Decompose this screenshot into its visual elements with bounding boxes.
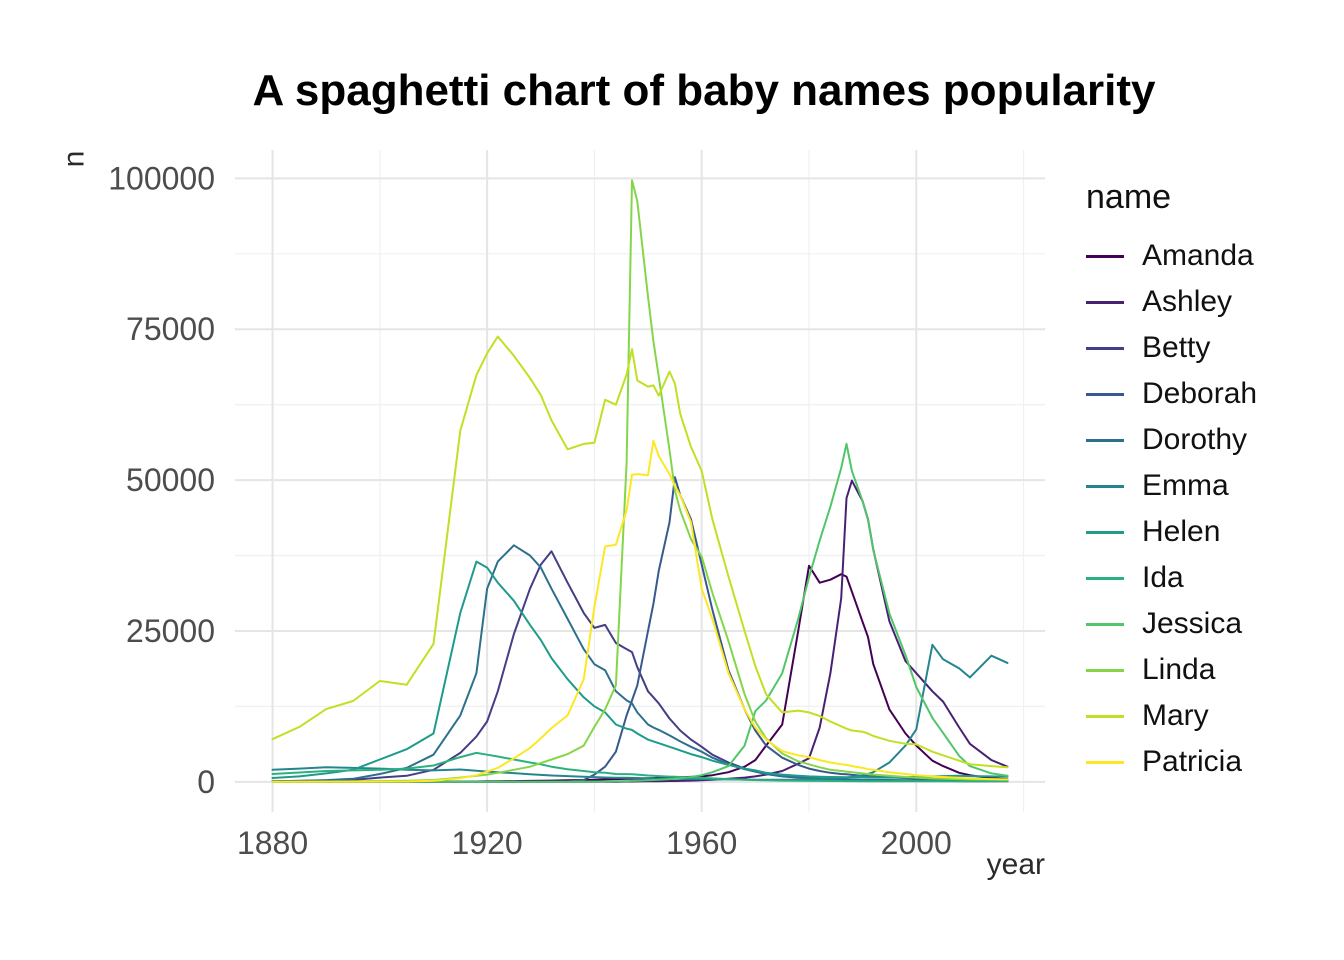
legend-item-amanda: Amanda <box>1086 233 1257 279</box>
x-axis-title: year <box>986 848 1045 881</box>
y-tick-label: 50000 <box>126 462 215 498</box>
legend-item-ida: Ida <box>1086 555 1257 601</box>
legend-label: Ida <box>1142 561 1184 594</box>
series-line-linda <box>271 179 1009 783</box>
legend-item-dorothy: Dorothy <box>1086 417 1257 463</box>
legend-key-line-icon <box>1086 576 1124 580</box>
legend-label: Dorothy <box>1142 423 1248 456</box>
legend-key-line-icon <box>1086 714 1124 718</box>
legend-item-ashley: Ashley <box>1086 279 1257 325</box>
legend-label: Deborah <box>1142 377 1258 410</box>
legend-item-mary: Mary <box>1086 693 1257 739</box>
legend-key-line-icon <box>1086 484 1124 488</box>
legend-item-linda: Linda <box>1086 647 1257 693</box>
y-tick-label: 75000 <box>126 311 215 347</box>
legend-item-emma: Emma <box>1086 463 1257 509</box>
y-tick-label: 25000 <box>126 613 215 649</box>
legend-label: Mary <box>1142 699 1209 732</box>
series-line-mary <box>271 335 1009 769</box>
series-line-emma <box>271 643 1009 781</box>
legend-key-line-icon <box>1086 392 1124 396</box>
y-tick-label: 100000 <box>108 160 215 196</box>
legend-key-line-icon <box>1086 760 1124 764</box>
x-tick-label: 2000 <box>881 825 952 861</box>
legend-label: Betty <box>1142 331 1211 364</box>
legend-key-line-icon <box>1086 300 1124 304</box>
legend-item-betty: Betty <box>1086 325 1257 371</box>
legend-key-line-icon <box>1086 668 1124 672</box>
legend-label: Ashley <box>1142 285 1233 318</box>
series-line-ida <box>271 751 1009 783</box>
legend: name Amanda Ashley Betty Deborah Dorothy Emma… <box>1086 178 1257 785</box>
legend-title: name <box>1086 178 1172 216</box>
legend-key-line-icon <box>1086 438 1124 442</box>
x-tick-label: 1920 <box>452 825 523 861</box>
legend-item-helen: Helen <box>1086 509 1257 555</box>
legend-items: Amanda Ashley Betty Deborah Dorothy Emma Helen… <box>1086 233 1257 785</box>
legend-key-line-icon <box>1086 346 1124 350</box>
legend-label: Linda <box>1142 653 1216 686</box>
x-tick-label: 1960 <box>666 825 737 861</box>
chart-title: A spaghetti chart of baby names populari… <box>252 66 1156 115</box>
legend-label: Emma <box>1142 469 1229 502</box>
y-axis-title: n <box>57 150 91 168</box>
y-tick-label: 0 <box>197 764 215 800</box>
series-line-patricia <box>271 439 1009 783</box>
legend-label: Jessica <box>1142 607 1243 640</box>
legend-key-line-icon <box>1086 254 1124 258</box>
x-tick-label: 1880 <box>237 825 308 861</box>
legend-key-line-icon <box>1086 622 1124 626</box>
series-line-jessica <box>271 442 1009 783</box>
legend-key-line-icon <box>1086 530 1124 534</box>
legend-item-deborah: Deborah <box>1086 371 1257 417</box>
legend-label: Helen <box>1142 515 1221 548</box>
legend-item-patricia: Patricia <box>1086 739 1257 785</box>
legend-item-jessica: Jessica <box>1086 601 1257 647</box>
series-line-helen <box>271 560 1009 779</box>
series-line-dorothy <box>271 544 1009 783</box>
legend-label: Amanda <box>1142 239 1254 272</box>
legend-label: Patricia <box>1142 745 1243 778</box>
series-line-betty <box>271 550 1009 783</box>
